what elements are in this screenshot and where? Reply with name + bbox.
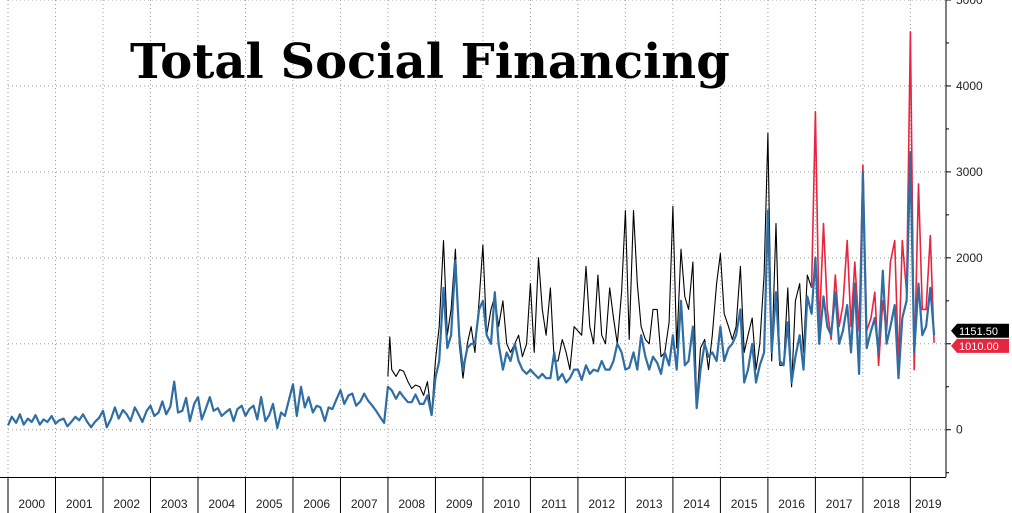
x-tick-label: 2016 (778, 497, 805, 511)
last-value-flag: 1010.00 (951, 338, 1009, 353)
x-tick-label: 2009 (446, 497, 473, 511)
y-tick-label: 4000 (956, 79, 983, 93)
last-value-flag: 1151.50 (951, 323, 1009, 338)
y-tick-label: 5000 (956, 0, 983, 7)
flag-label: 1010.00 (959, 341, 999, 353)
x-tick-label: 2010 (493, 497, 520, 511)
x-tick-label: 2014 (683, 497, 710, 511)
chart-title: Total Social Financing (130, 34, 730, 90)
x-tick-label: 2008 (398, 497, 425, 511)
x-tick-label: 2007 (351, 497, 378, 511)
x-tick-label: 2012 (588, 497, 615, 511)
x-tick-label: 2015 (731, 497, 758, 511)
x-tick-label: 2017 (826, 497, 853, 511)
x-tick-label: 2019 (915, 497, 942, 511)
x-tick-label: 2003 (161, 497, 188, 511)
y-axis: 010002000300040005000 (946, 0, 983, 474)
series-line (6, 151, 936, 430)
x-tick-label: 2005 (256, 497, 283, 511)
y-tick-label: 3000 (956, 165, 983, 179)
series-line (387, 132, 813, 416)
y-tick-label: 0 (956, 423, 963, 437)
gridlines (0, 0, 947, 478)
x-tick-label: 2000 (18, 497, 45, 511)
x-tick-label: 2013 (636, 497, 663, 511)
x-axis: 2000 2001 2002 2003 2004 2005 2006 2007 2008 2009… (7, 477, 942, 513)
series-group (6, 31, 936, 430)
x-tick-label: 2001 (66, 497, 93, 511)
x-tick-label: 2011 (541, 497, 567, 511)
flag-label: 1151.50 (959, 326, 998, 338)
flag-shape (951, 338, 1009, 353)
y-tick-label: 2000 (956, 251, 983, 265)
x-tick-label: 2006 (303, 497, 330, 511)
x-tick-label: 2002 (113, 497, 140, 511)
x-tick-label: 2018 (873, 497, 900, 511)
flag-shape (951, 323, 1009, 338)
x-tick-label: 2004 (208, 497, 235, 511)
last-value-flags: 1010.00 1151.50 (951, 323, 1009, 353)
